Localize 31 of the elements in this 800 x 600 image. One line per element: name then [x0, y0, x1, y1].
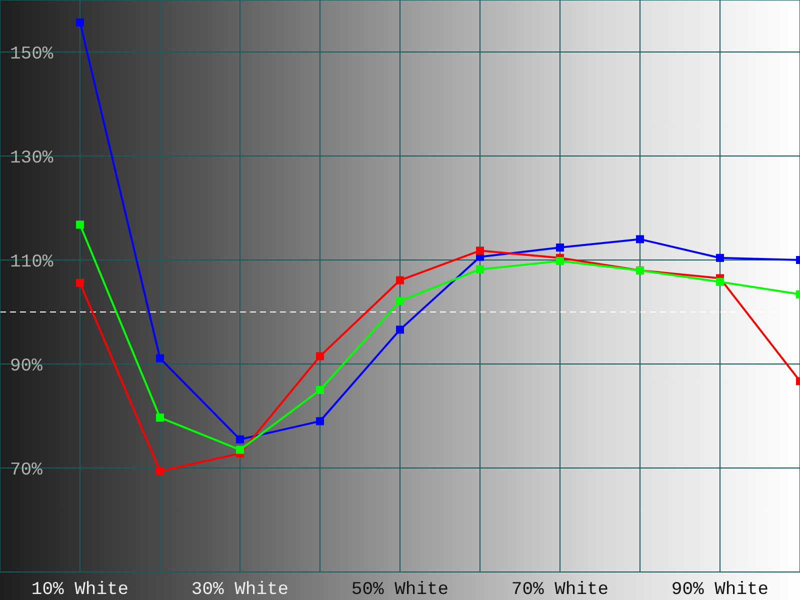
point: [636, 235, 644, 244]
point: [556, 257, 564, 266]
point: [316, 352, 324, 360]
point: [476, 265, 484, 274]
point: [316, 417, 324, 426]
point: [156, 354, 164, 362]
point: [76, 220, 84, 229]
y-tick-label: 110%: [10, 252, 54, 272]
point: [396, 326, 404, 334]
point: [396, 297, 404, 306]
point: [156, 414, 164, 422]
y-tick-label: 90%: [10, 356, 43, 376]
point: [76, 18, 84, 26]
point: [236, 446, 244, 454]
point: [76, 278, 84, 287]
point: [396, 276, 404, 284]
point: [556, 244, 564, 252]
x-tick-label: 30% White: [191, 580, 289, 600]
y-tick-label: 130%: [10, 148, 54, 168]
point: [316, 386, 324, 394]
point: [716, 254, 724, 262]
x-tick-label: 50% White: [351, 580, 449, 600]
point: [236, 435, 244, 444]
point: [716, 278, 724, 286]
point: [476, 246, 484, 255]
x-tick-label: 10% White: [31, 580, 129, 600]
y-tick-label: 70%: [10, 460, 43, 480]
x-tick-label: 90% White: [671, 580, 769, 600]
point: [156, 467, 164, 476]
x-tick-label: 70% White: [511, 580, 609, 600]
y-tick-label: 150%: [10, 44, 54, 64]
